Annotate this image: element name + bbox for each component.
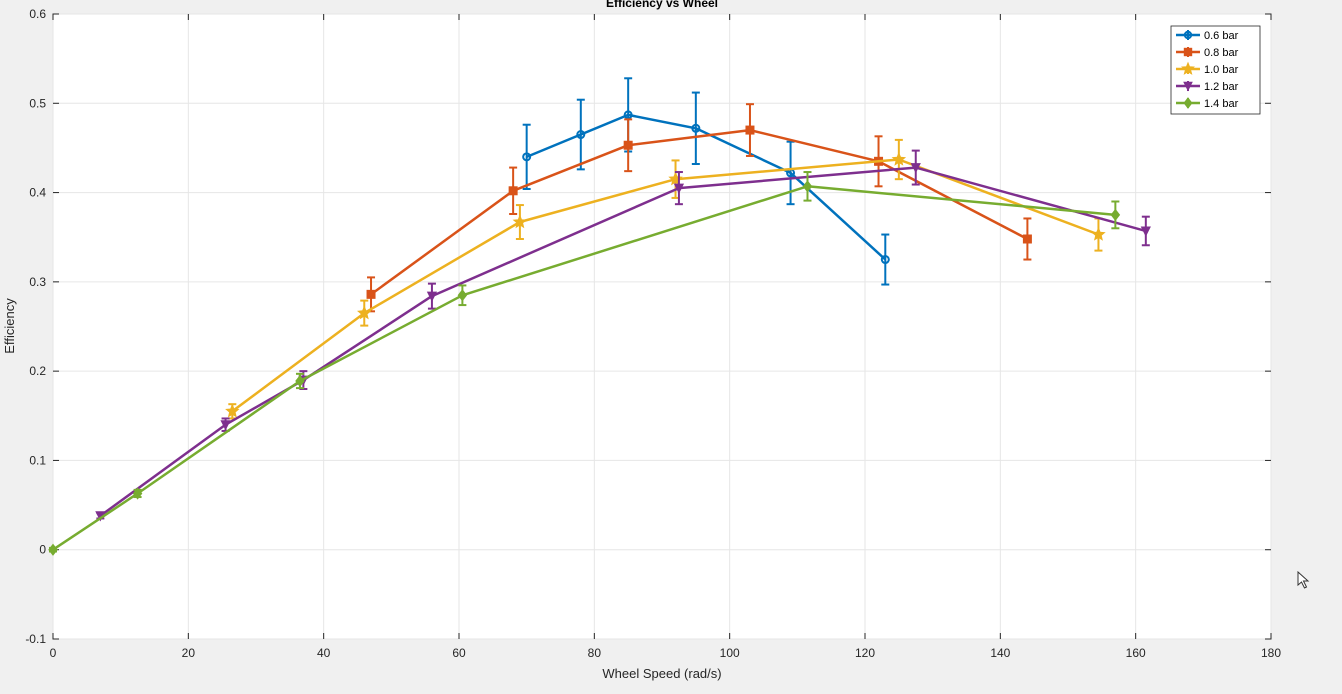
legend-marker [1183, 30, 1193, 40]
legend-item[interactable]: 0.6 bar [1176, 30, 1239, 42]
data-point [910, 163, 921, 174]
plot-area [52, 13, 1272, 640]
legend-label: 0.6 bar [1204, 30, 1239, 42]
series-0-8-bar [366, 103, 1032, 313]
data-point [132, 487, 143, 500]
data-point [220, 420, 231, 431]
data-point [512, 214, 528, 229]
series-line [52, 185, 1116, 551]
y-tick-label: 0.3 [29, 275, 46, 289]
x-tick-label: 120 [855, 646, 875, 660]
data-point [1110, 208, 1121, 222]
y-tick-label: 0.1 [29, 453, 46, 467]
series-layer [48, 77, 1151, 556]
data-point [295, 374, 305, 388]
data-point [673, 183, 685, 194]
y-tick-label: 0.2 [29, 364, 46, 378]
legend-label: 0.8 bar [1204, 47, 1239, 59]
x-tick-label: 20 [182, 646, 196, 660]
data-point [576, 130, 586, 140]
y-tick-label: 0 [39, 543, 46, 557]
chart-title: Efficiency vs Wheel [606, 0, 718, 10]
legend-marker [1183, 81, 1193, 92]
y-tick-label: 0.6 [29, 7, 46, 21]
x-tick-label: 0 [50, 646, 57, 660]
legend-label: 1.0 bar [1204, 64, 1239, 76]
series-1-4-bar [48, 171, 1121, 556]
data-point [366, 289, 376, 299]
data-point [691, 123, 701, 133]
data-point [48, 543, 58, 556]
x-tick-label: 160 [1126, 646, 1146, 660]
data-point [1091, 226, 1106, 241]
legend-label: 1.4 bar [1204, 98, 1239, 110]
legend-marker [1183, 47, 1193, 57]
grid-lines [52, 13, 1272, 640]
data-point [522, 152, 532, 162]
x-tick-label: 100 [720, 646, 740, 660]
legend-item[interactable]: 1.2 bar [1176, 81, 1239, 93]
data-point [891, 151, 907, 166]
data-point [623, 140, 633, 150]
y-tick-label: 0.5 [29, 96, 46, 110]
legend-item[interactable]: 1.0 bar [1176, 61, 1239, 76]
x-axis-label: Wheel Speed (rad/s) [602, 666, 721, 681]
series-line [370, 128, 1028, 296]
y-tick-label: 0.4 [29, 186, 46, 200]
series-1-2-bar [95, 149, 1151, 522]
x-tick-label: 80 [588, 646, 602, 660]
data-point [1022, 234, 1032, 244]
x-tick-label: 60 [452, 646, 466, 660]
data-point [426, 291, 438, 302]
x-tick-label: 140 [990, 646, 1010, 660]
legend-marker [1183, 97, 1193, 109]
data-point [880, 255, 890, 265]
mouse-cursor-icon [1297, 571, 1310, 589]
y-axis-label: Efficiency [2, 298, 17, 354]
data-point [457, 289, 468, 302]
data-point [745, 125, 755, 135]
legend-item[interactable]: 0.8 bar [1176, 47, 1239, 59]
series-1-0-bar [225, 138, 1106, 420]
legend[interactable]: 0.6 bar 0.8 bar 1.0 bar 1.2 bar 1.4 bar [1170, 25, 1261, 115]
data-point [1140, 226, 1151, 237]
x-tick-label: 40 [317, 646, 331, 660]
data-point [802, 180, 813, 193]
data-point [508, 186, 518, 196]
tick-labels: 0 20 40 60 80 100 120 140 160 180 -0.1 0 0.1 0.2 0.3 0.… [25, 7, 1281, 660]
y-tick-label: -0.1 [25, 632, 46, 646]
axis-ticks [52, 13, 1272, 640]
legend-item[interactable]: 1.4 bar [1176, 97, 1239, 110]
x-tick-label: 180 [1261, 646, 1281, 660]
data-point [357, 305, 372, 320]
data-point [225, 403, 240, 418]
legend-marker [1181, 61, 1195, 75]
legend-label: 1.2 bar [1204, 81, 1239, 93]
